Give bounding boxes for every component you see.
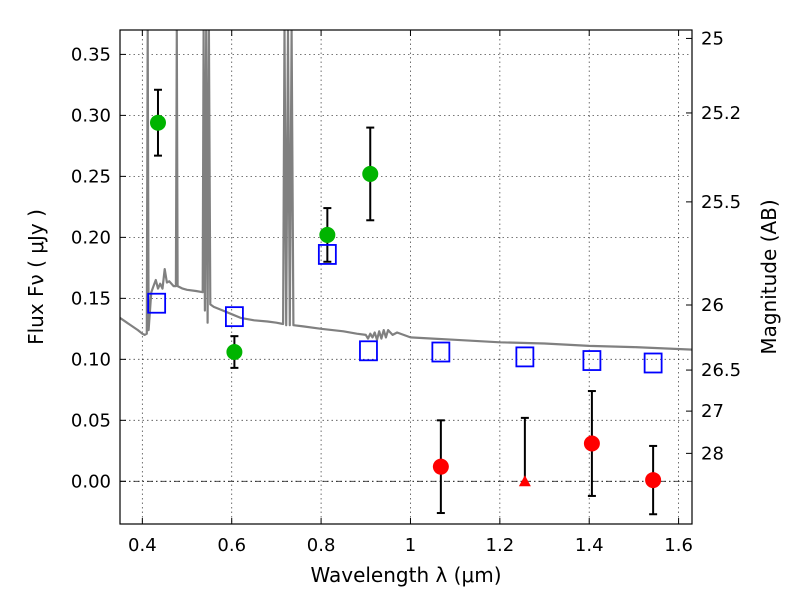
y-tick-label: 0.10 bbox=[71, 349, 111, 370]
right-tick-label: 27 bbox=[701, 401, 724, 422]
model-flux-point bbox=[317, 244, 337, 265]
data-markers bbox=[147, 114, 663, 489]
y-tick-label: 0.20 bbox=[71, 227, 111, 248]
data-point bbox=[432, 458, 449, 475]
x-tick-label: 1.4 bbox=[575, 535, 604, 556]
model-flux-point bbox=[431, 341, 451, 363]
x-tick-label: 1.2 bbox=[486, 535, 515, 556]
y-tick-label: 0.35 bbox=[71, 44, 111, 65]
data-point bbox=[319, 226, 336, 243]
y-tick-label: 0.30 bbox=[71, 105, 111, 126]
x-axis-label: Wavelength λ (μm) bbox=[310, 563, 501, 587]
y-tick-label: 0.15 bbox=[71, 288, 111, 309]
data-point bbox=[583, 435, 600, 452]
right-tick-label: 28 bbox=[701, 443, 724, 464]
plot-frame bbox=[119, 29, 693, 525]
x-tick-label: 1 bbox=[405, 535, 416, 556]
right-tick-label: 26 bbox=[701, 295, 724, 316]
right-tick-label: 25.2 bbox=[701, 103, 741, 124]
data-point bbox=[149, 114, 166, 131]
axis-ticks: 0.4 0.6 0.8 1 1.2 1.4 1.6 0.00 0.05 0.10 0.15 0.20 0… bbox=[71, 28, 741, 556]
model-spectrum bbox=[120, 30, 692, 351]
y-tick-label: 0.00 bbox=[71, 471, 111, 492]
model-flux-point bbox=[515, 346, 535, 368]
right-tick-label: 25.5 bbox=[701, 192, 741, 213]
axis-labels: Wavelength λ (μm) Flux Fν ( μJy ) Magnit… bbox=[24, 199, 781, 587]
model-flux-point bbox=[359, 340, 378, 362]
model-flux-point bbox=[643, 352, 663, 374]
right-tick-label: 26.5 bbox=[701, 360, 741, 381]
data-point bbox=[226, 344, 243, 361]
x-tick-label: 0.8 bbox=[307, 535, 336, 556]
y-tick-label: 0.25 bbox=[71, 166, 111, 187]
right-axis-label: Magnitude (AB) bbox=[757, 199, 781, 354]
spectrum-line bbox=[120, 30, 692, 351]
upper-limit-point bbox=[518, 475, 531, 487]
model-flux-point bbox=[147, 292, 167, 314]
y-axis-label: Flux Fν ( μJy ) bbox=[24, 209, 48, 345]
y-tick-label: 0.05 bbox=[71, 410, 111, 431]
x-tick-label: 0.6 bbox=[217, 535, 246, 556]
x-tick-label: 1.6 bbox=[664, 535, 693, 556]
model-flux-point bbox=[224, 306, 244, 328]
data-point bbox=[645, 472, 662, 489]
data-point bbox=[362, 165, 379, 182]
right-tick-label: 25 bbox=[701, 28, 724, 49]
x-tick-label: 0.4 bbox=[128, 535, 157, 556]
model-flux-point bbox=[582, 350, 602, 371]
error-bars bbox=[153, 88, 658, 516]
